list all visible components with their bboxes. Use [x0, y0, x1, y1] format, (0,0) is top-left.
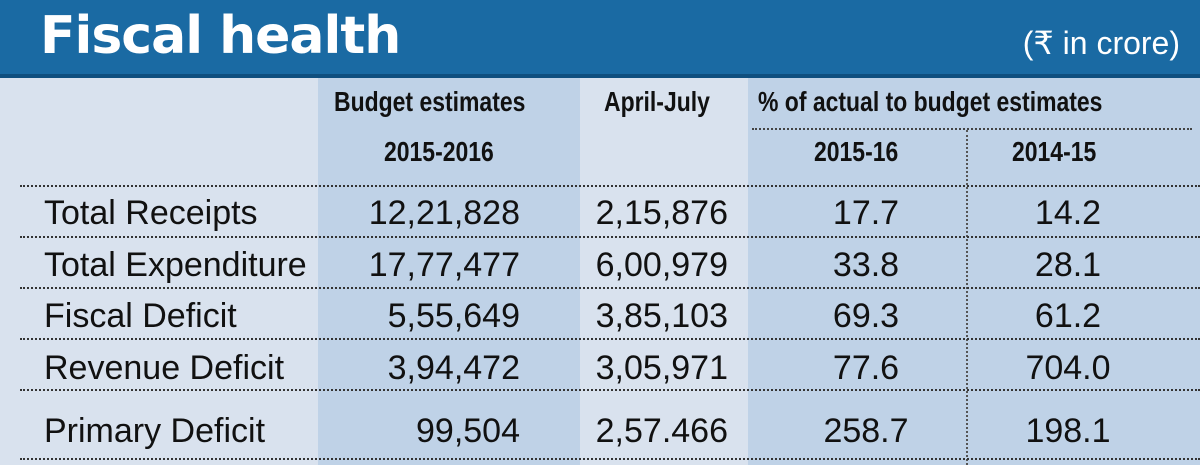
budget-header-line1: Budget estimates: [334, 86, 526, 117]
budget-value: 5,55,649: [387, 297, 520, 335]
row-label-primary-deficit: Primary Deficit: [44, 412, 266, 450]
title-bar: Fiscal health (₹ in crore): [0, 0, 1200, 78]
row-divider: [20, 458, 1200, 460]
budget-value: 3,94,472: [387, 349, 520, 387]
budget-column-band: [318, 78, 580, 465]
row-label-total-expenditure: Total Expenditure: [44, 246, 307, 284]
percent-header-divider: [752, 128, 1192, 130]
pct-2014-value: 28.1: [1034, 246, 1102, 284]
unit-label: (₹ in crore): [1022, 25, 1180, 61]
pct-2015-header: 2015-16: [814, 136, 899, 167]
april-july-value: 2,57.466: [595, 412, 728, 450]
pct-2014-value: 704.0: [1025, 349, 1111, 387]
april-july-header: April-July: [604, 86, 710, 117]
pct-2015-value: 258.7: [823, 412, 909, 450]
pct-2015-value: 33.8: [832, 246, 900, 284]
pct-2014-value: 14.2: [1034, 194, 1102, 232]
april-july-value: 3,85,103: [595, 297, 728, 335]
percent-column-divider: [966, 130, 968, 465]
pct-2015-value: 77.6: [832, 349, 900, 387]
april-july-value: 6,00,979: [595, 246, 728, 284]
page-title: Fiscal health: [40, 6, 401, 66]
row-divider: [20, 389, 1200, 391]
april-july-value: 2,15,876: [595, 194, 728, 232]
april-july-value: 3,05,971: [595, 349, 728, 387]
row-divider: [20, 185, 1200, 187]
pct-2014-header: 2014-15: [1012, 136, 1097, 167]
pct-2014-value: 61.2: [1034, 297, 1102, 335]
pct-2014-value: 198.1: [1025, 412, 1111, 450]
budget-header-line2: 2015-2016: [384, 136, 494, 167]
row-divider: [20, 236, 1200, 238]
budget-value: 99,504: [416, 412, 520, 450]
row-label-total-receipts: Total Receipts: [44, 194, 258, 232]
budget-value: 17,77,477: [368, 246, 520, 284]
row-divider: [20, 338, 1200, 340]
row-divider: [20, 287, 1200, 289]
row-label-fiscal-deficit: Fiscal Deficit: [44, 297, 237, 335]
pct-2015-value: 69.3: [832, 297, 900, 335]
pct-2015-value: 17.7: [832, 194, 900, 232]
budget-value: 12,21,828: [368, 194, 520, 232]
row-label-revenue-deficit: Revenue Deficit: [44, 349, 285, 387]
percent-group-header: % of actual to budget estimates: [758, 86, 1103, 117]
percent-column-band: [748, 78, 1200, 465]
data-table: Budget estimates 2015-2016 April-July % …: [0, 78, 1200, 465]
